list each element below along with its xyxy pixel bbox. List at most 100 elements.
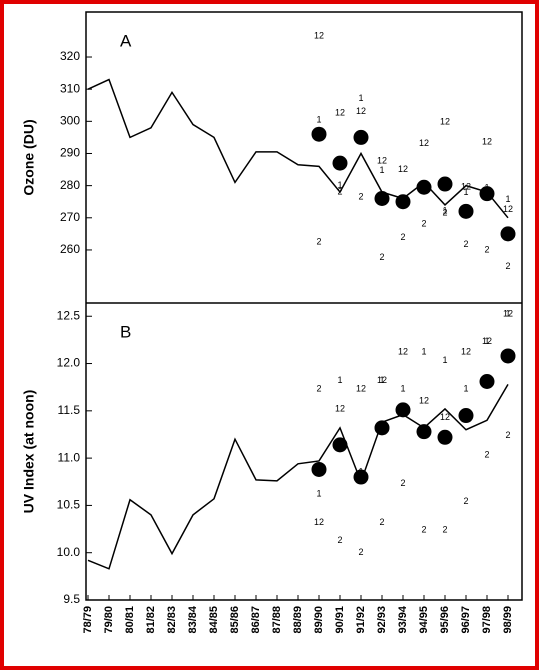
panel-label: A (120, 31, 132, 50)
y-tick-label: 11.5 (58, 403, 81, 417)
mean-dot (332, 155, 348, 171)
month-label: 1 (484, 182, 489, 192)
mean-dot (437, 176, 453, 192)
mean-dot (416, 179, 432, 195)
mean-dot (500, 226, 516, 242)
mean-dot (500, 348, 516, 364)
y-tick-label: 270 (60, 210, 80, 224)
month-label: 2 (463, 239, 468, 249)
month-label: 1 (484, 336, 489, 346)
x-tick-label: 88/89 (292, 606, 304, 634)
y-tick-label: 12.0 (57, 356, 81, 370)
month-label: 2 (358, 547, 363, 557)
month-label: 1 (421, 347, 426, 357)
x-tick-label: 96/97 (460, 606, 472, 634)
y-axis-title: UV Index (at noon) (21, 390, 37, 514)
month-label: 1 (316, 114, 321, 124)
y-tick-label: 310 (60, 81, 80, 95)
month-label: 12 (377, 375, 387, 385)
y-tick-label: 12.5 (57, 308, 81, 322)
month-label: 12 (440, 412, 450, 422)
mean-dot (458, 203, 474, 219)
mean-dot (332, 437, 348, 453)
month-label: 12 (461, 181, 471, 191)
x-tick-label: 95/96 (439, 606, 451, 634)
x-tick-label: 78/79 (82, 606, 94, 634)
month-label: 1 (400, 383, 405, 393)
x-tick-label: 87/88 (271, 606, 283, 634)
mean-dot (353, 129, 369, 145)
month-label: 1 (337, 180, 342, 190)
y-tick-label: 260 (60, 242, 80, 256)
month-label: 2 (442, 207, 447, 217)
y-tick-label: 9.5 (63, 592, 80, 606)
month-label: 2 (316, 383, 321, 393)
month-label: 12 (482, 336, 492, 346)
month-label: 1 (337, 375, 342, 385)
mean-dot (416, 424, 432, 440)
x-tick-label: 94/95 (418, 606, 430, 634)
month-label: 12 (419, 396, 429, 406)
y-tick-label: 10.0 (57, 545, 81, 559)
y-tick-label: 300 (60, 113, 80, 127)
month-label: 2 (505, 430, 510, 440)
mean-dot (437, 429, 453, 445)
month-label: 2 (358, 191, 363, 201)
mean-dot (311, 461, 327, 477)
y-axis-title: Ozone (DU) (21, 119, 37, 195)
x-tick-label: 93/94 (397, 605, 409, 633)
x-tick-label: 86/87 (250, 606, 262, 634)
month-label: 12 (314, 30, 324, 40)
month-label: 12 (356, 383, 366, 393)
month-label: 12 (335, 107, 345, 117)
x-tick-label: 80/81 (124, 606, 136, 634)
y-tick-label: 10.5 (57, 498, 81, 512)
x-tick-label: 82/83 (166, 606, 178, 634)
month-label: 2 (484, 450, 489, 460)
mean-dot (374, 190, 390, 206)
month-label: 12 (503, 309, 513, 319)
month-label: 2 (337, 535, 342, 545)
month-label: 2 (442, 524, 447, 534)
x-tick-label: 90/91 (334, 606, 346, 634)
month-label: 2 (379, 517, 384, 527)
month-label: 12 (314, 517, 324, 527)
month-label: 12 (440, 116, 450, 126)
y-tick-label: 320 (60, 49, 80, 63)
month-label: 2 (400, 478, 405, 488)
y-tick-label: 11.0 (58, 450, 81, 464)
mean-dot (479, 186, 495, 202)
month-label: 1 (316, 488, 321, 498)
mean-dot (353, 469, 369, 485)
panel-label: B (120, 322, 131, 341)
month-label: 2 (337, 186, 342, 196)
month-label: 12 (503, 204, 513, 214)
y-tick-label: 290 (60, 146, 80, 160)
y-tick-label: 280 (60, 178, 80, 192)
month-label: 1 (505, 194, 510, 204)
month-label: 1 (358, 467, 363, 477)
month-label: 1 (421, 180, 426, 190)
x-tick-label: 85/86 (229, 606, 241, 634)
trend-line (87, 78, 509, 219)
month-label: 2 (379, 252, 384, 262)
x-tick-label: 97/98 (481, 606, 493, 634)
month-label: 2 (463, 496, 468, 506)
month-label: 1 (379, 375, 384, 385)
mean-dot (395, 194, 411, 210)
month-label: 12 (419, 138, 429, 148)
month-label: 12 (398, 347, 408, 357)
month-label: 12 (482, 136, 492, 146)
month-label: 2 (505, 261, 510, 271)
mean-dot (479, 374, 495, 390)
month-label: 1 (400, 193, 405, 203)
x-tick-label: 81/82 (145, 606, 157, 634)
month-label: 12 (461, 347, 471, 357)
month-label: 1 (442, 206, 447, 216)
month-label: 1 (463, 383, 468, 393)
x-tick-label: 79/80 (103, 606, 115, 634)
x-tick-label: 91/92 (355, 606, 367, 634)
month-label: 2 (484, 244, 489, 254)
